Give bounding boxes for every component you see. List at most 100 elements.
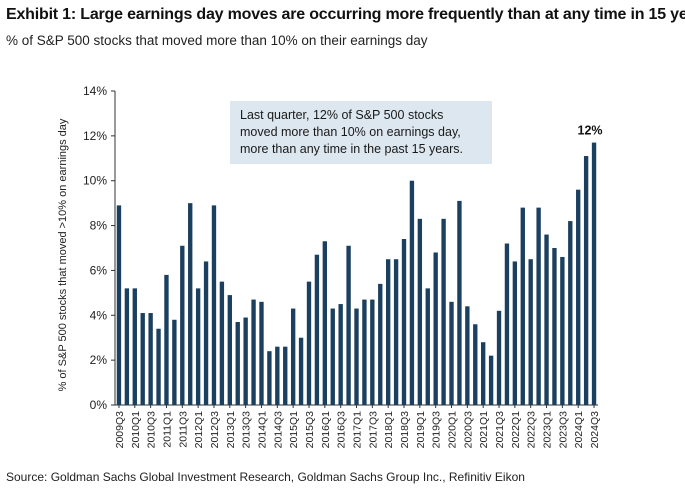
bar [576,189,581,405]
bar [544,234,549,405]
bar [203,261,209,405]
x-tick-label: 2024Q3 [589,411,601,449]
annotation-line: Last quarter, 12% of S&P 500 stocks [240,108,444,122]
bar [591,142,597,406]
y-tick-label: 2% [90,353,108,367]
x-tick-label: 2023Q3 [557,411,569,449]
bar [156,328,161,405]
bar [441,218,446,405]
bar [552,248,557,405]
annotation-line: more than any time in the past 15 years. [240,142,464,156]
bar [227,295,232,405]
bar [417,218,423,405]
bar [449,301,454,405]
bar [172,319,177,405]
bar [457,200,462,405]
x-tick-label: 2010Q3 [146,411,158,449]
bar [124,288,130,405]
bar [385,259,391,405]
x-tick-label: 2017Q1 [352,411,364,449]
x-tick-label: 2022Q1 [510,411,522,449]
bar [116,205,122,405]
chart-subtitle: % of S&P 500 stocks that moved more than… [6,33,428,48]
bar [243,317,248,405]
bar [583,156,589,405]
x-tick-label: 2015Q1 [288,411,300,449]
bar [465,306,470,405]
bar [180,245,185,405]
bar [433,252,438,405]
bar [481,342,486,405]
y-tick-label: 0% [90,398,108,412]
y-tick-label: 6% [90,263,108,277]
source-note: Source: Goldman Sachs Global Investment … [6,470,525,484]
x-tick-label: 2016Q3 [336,411,348,449]
x-tick-label: 2022Q3 [526,411,538,449]
bar [496,310,502,405]
bar [211,205,217,405]
x-tick-label: 2018Q1 [383,411,395,449]
x-tick-label: 2010Q1 [130,411,142,449]
bar [219,281,225,405]
bar [504,243,510,405]
bar [283,346,288,405]
bar [425,288,430,405]
x-tick-label: 2014Q3 [272,411,284,449]
bar [148,313,153,405]
chart-title: Exhibit 1: Large earnings day moves are … [6,6,685,23]
bar [370,299,375,405]
bar [290,308,296,405]
x-tick-label: 2019Q1 [415,411,427,449]
bar [536,207,541,405]
x-tick-label: 2024Q1 [573,411,585,449]
y-tick-label: 14% [83,84,107,98]
x-tick-label: 2016Q1 [320,411,332,449]
bar [251,299,256,405]
bar [267,351,272,405]
bar [393,259,399,405]
x-tick-label: 2021Q1 [478,411,490,449]
bar [188,203,193,405]
x-tick-label: 2019Q3 [431,411,443,449]
x-tick-label: 2009Q3 [114,411,126,449]
bar [298,337,304,405]
x-tick-label: 2018Q3 [399,411,411,449]
bar [362,299,367,405]
data-label: 12% [578,124,603,138]
y-tick-label: 12% [83,129,107,143]
x-tick-label: 2021Q3 [494,411,506,449]
x-tick-label: 2011Q3 [177,411,189,448]
annotation-box: Last quarter, 12% of S&P 500 stocks move… [230,101,492,164]
bar [354,308,359,405]
x-tick-label: 2013Q1 [225,411,237,449]
x-tick-label: 2012Q1 [193,411,205,449]
x-tick-label: 2023Q1 [542,411,554,449]
bar [322,241,328,405]
bar [235,322,240,405]
x-tick-label: 2011Q1 [161,411,173,448]
bar [164,274,169,405]
x-tick-label: 2017Q3 [367,411,379,449]
y-tick-label: 4% [90,308,108,322]
bar [473,324,478,405]
bar [259,301,264,405]
bar [520,207,525,405]
x-tick-label: 2012Q3 [209,411,221,449]
bar [275,346,280,405]
x-tick-label: 2013Q3 [241,411,253,449]
x-tick-label: 2015Q3 [304,411,316,449]
bar [568,221,573,405]
bar [195,288,201,405]
bar [132,288,137,405]
bar [488,355,494,405]
bar [409,180,415,405]
x-tick-label: 2014Q1 [256,411,268,449]
bar [140,313,145,405]
y-tick-label: 10% [83,174,107,188]
y-tick-label: 8% [90,219,108,233]
bar [338,304,343,405]
bar [330,308,335,405]
x-tick-label: 2020Q1 [447,411,459,449]
bar [512,261,518,405]
